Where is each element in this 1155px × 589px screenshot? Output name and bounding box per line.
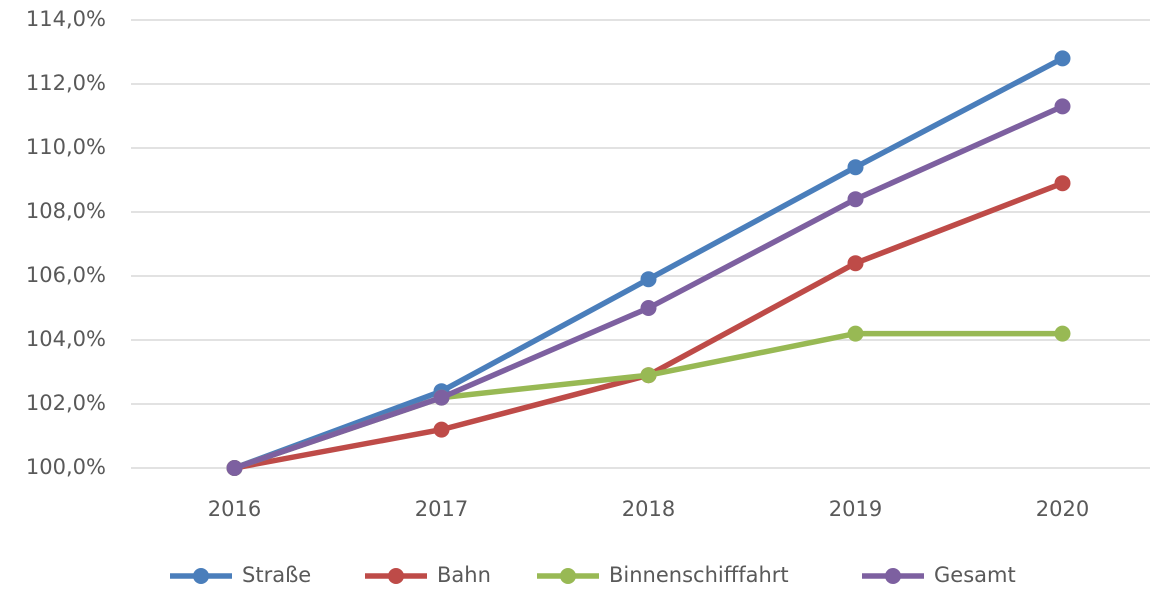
legend-label: Straße — [242, 563, 311, 587]
point-marker — [1054, 50, 1071, 67]
series-line — [233, 55, 1064, 471]
legend-label: Binnenschifffahrt — [609, 563, 789, 587]
series-line — [233, 330, 1063, 471]
point-marker — [847, 255, 864, 272]
y-tick-label: 104,0% — [26, 327, 106, 351]
point-marker — [847, 191, 864, 208]
y-tick-label: 110,0% — [26, 135, 106, 159]
point-marker — [1054, 175, 1071, 192]
y-tick-label: 108,0% — [26, 199, 106, 223]
point-marker — [226, 460, 243, 476]
y-tick-label: 106,0% — [26, 263, 106, 287]
legend-label: Gesamt — [934, 563, 1016, 587]
point-marker — [1054, 325, 1071, 342]
legend-marker — [560, 568, 576, 584]
x-tick-label: 2017 — [415, 497, 468, 521]
x-tick-label: 2018 — [622, 497, 675, 521]
point-marker — [433, 421, 450, 438]
point-marker — [433, 389, 450, 406]
y-tick-label: 100,0% — [26, 455, 106, 479]
y-tick-label: 114,0% — [26, 7, 106, 31]
point-marker — [847, 325, 864, 342]
point-marker — [640, 300, 657, 316]
point-marker — [847, 159, 864, 176]
x-tick-label: 2020 — [1036, 497, 1089, 521]
point-marker — [640, 367, 657, 384]
y-tick-label: 102,0% — [26, 391, 106, 415]
legend-marker — [885, 568, 901, 584]
y-tick-label: 112,0% — [26, 71, 106, 95]
legend-marker — [388, 568, 404, 584]
point-marker — [1054, 98, 1071, 115]
x-tick-label: 2016 — [208, 497, 261, 521]
legend-marker — [193, 568, 209, 584]
legend-label: Bahn — [437, 563, 491, 587]
point-marker — [640, 271, 657, 288]
x-tick-label: 2019 — [829, 497, 882, 521]
